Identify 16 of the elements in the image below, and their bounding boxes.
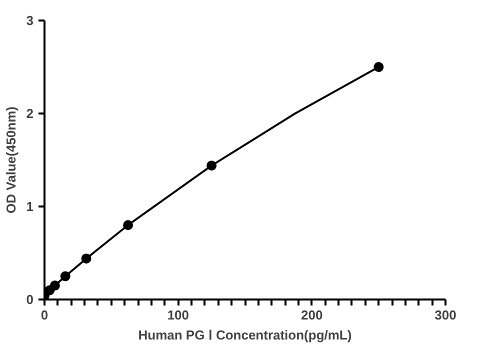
x-tick-label: 300 — [434, 308, 456, 322]
y-tick-label: 1 — [26, 199, 34, 214]
x-axis-title: Human PG Ⅰ Concentration(pg/mL) — [138, 328, 352, 342]
y-tick-label: 2 — [26, 106, 34, 121]
point — [81, 254, 92, 264]
y-tick-label: 3 — [26, 13, 34, 28]
x-tick-label: 100 — [167, 308, 190, 322]
point — [374, 62, 384, 72]
y-tick-label: 0 — [26, 292, 34, 307]
x-tick-label: 200 — [300, 308, 323, 322]
point — [50, 280, 60, 291]
point — [206, 160, 217, 171]
y-axis-title: OD Value(450nm) — [3, 106, 18, 214]
point — [60, 271, 70, 282]
point — [123, 220, 134, 230]
x-tick-label: 0 — [40, 308, 48, 322]
